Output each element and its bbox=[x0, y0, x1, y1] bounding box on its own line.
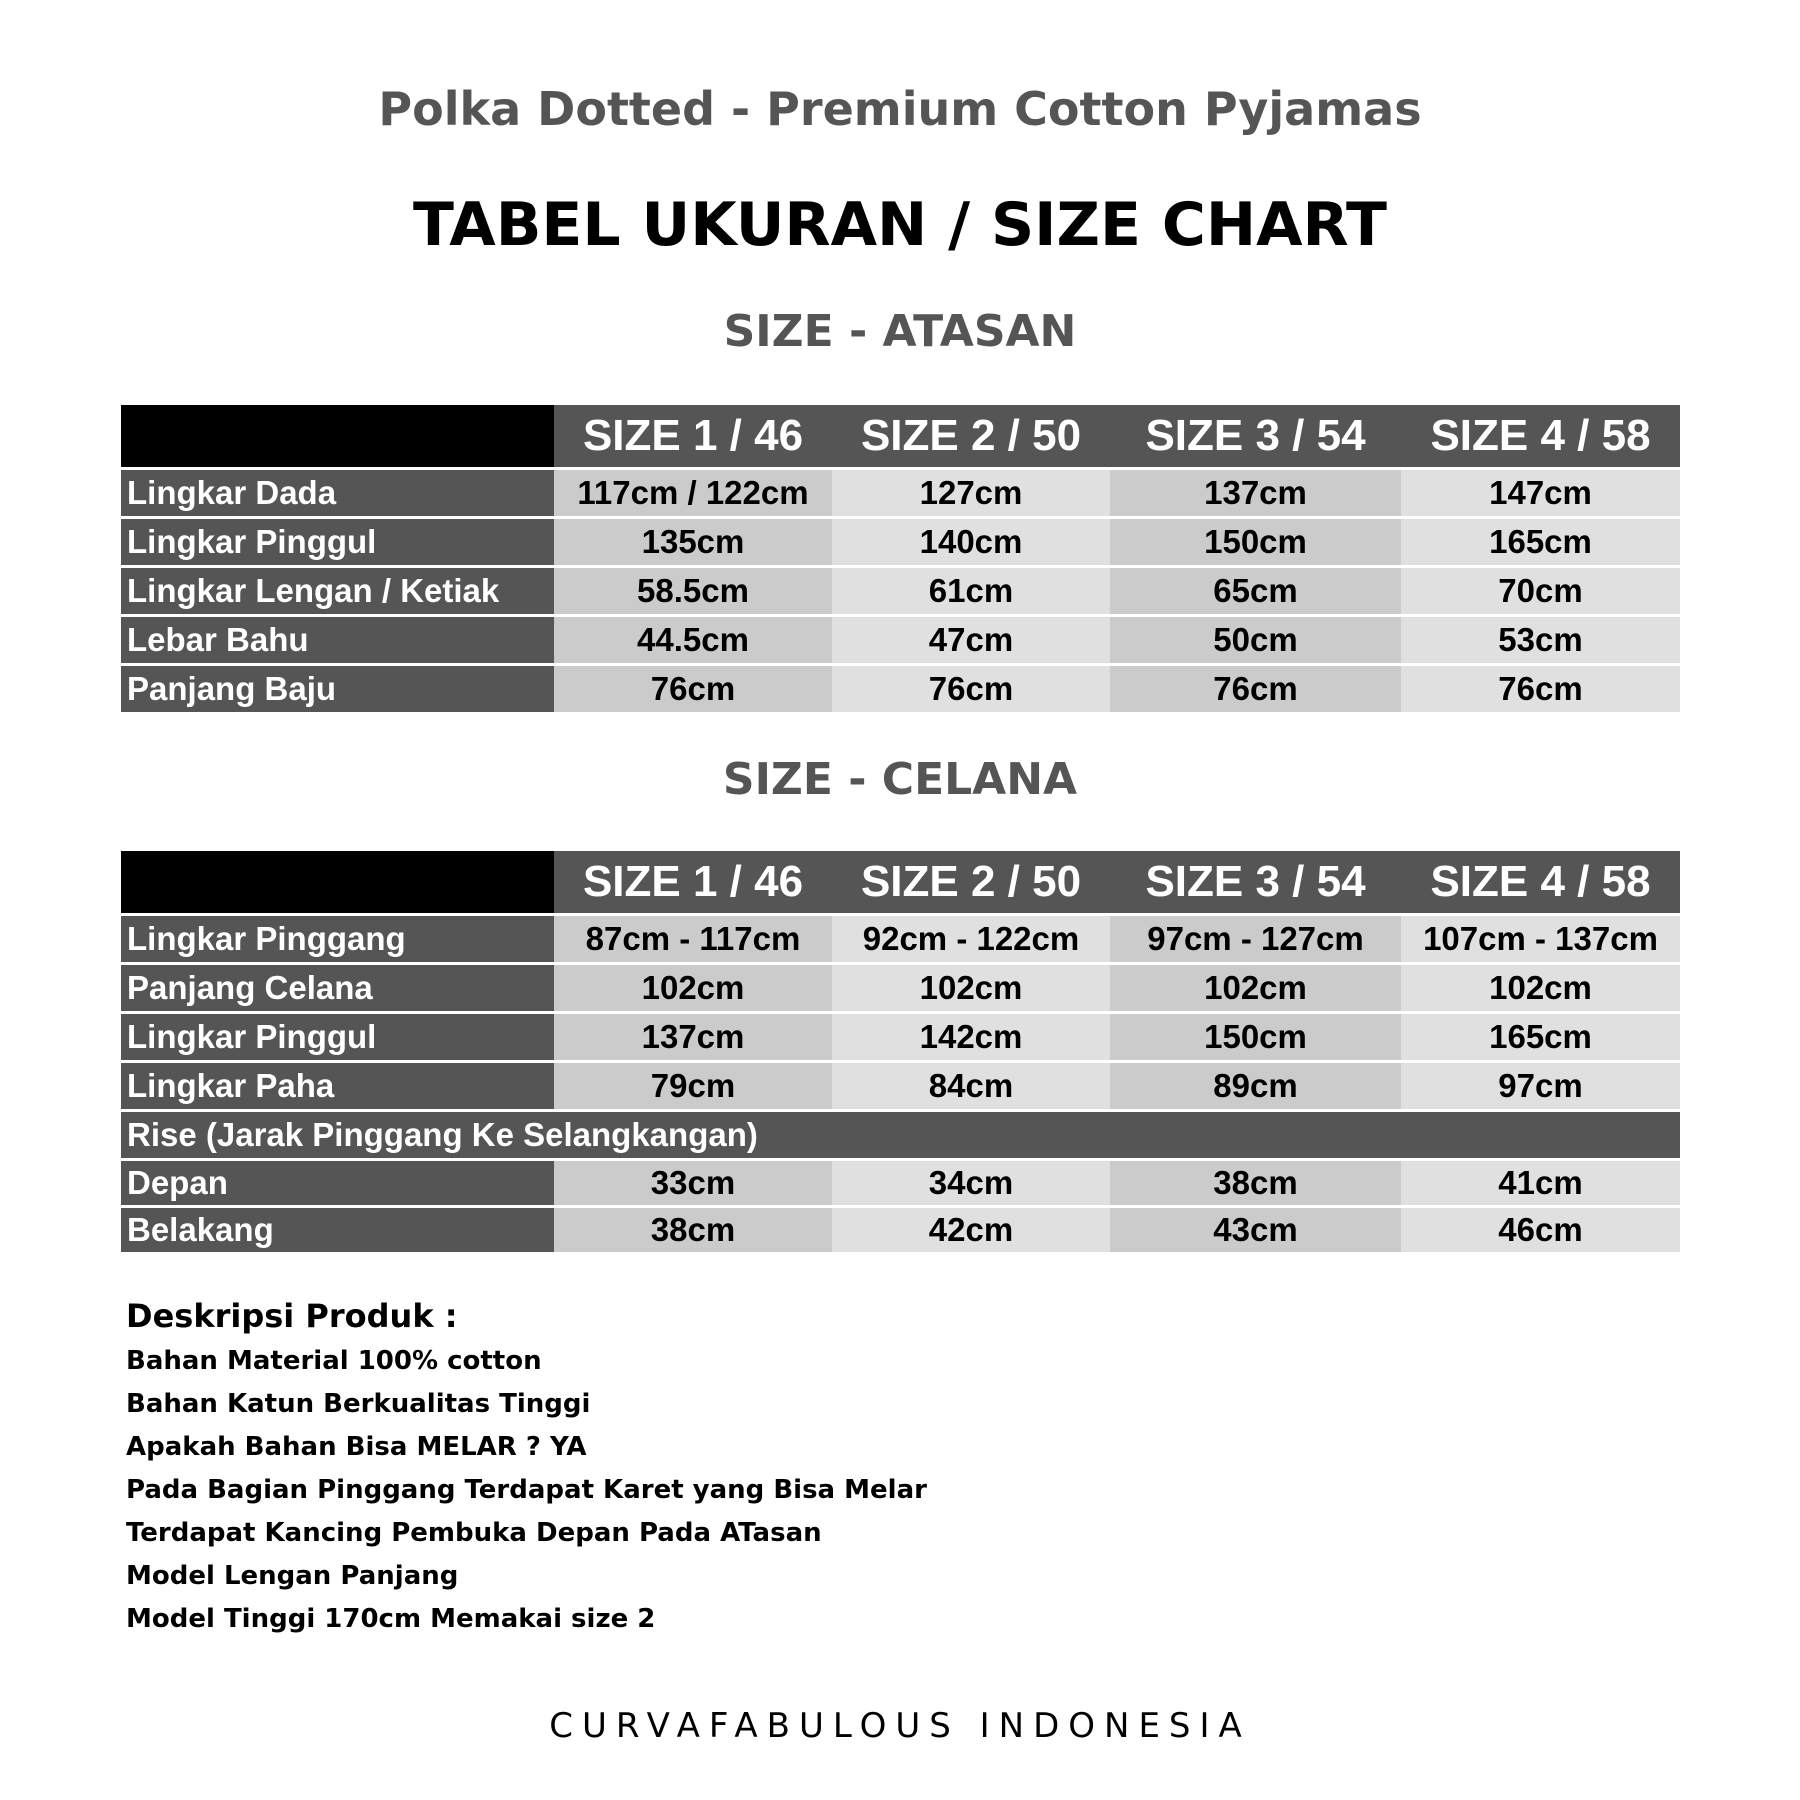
description-heading: Deskripsi Produk : bbox=[126, 1297, 458, 1335]
size-value: 137cm bbox=[1110, 470, 1401, 516]
header-blank bbox=[121, 405, 554, 467]
size-value: 84cm bbox=[832, 1063, 1110, 1109]
size-value: 102cm bbox=[1110, 965, 1401, 1011]
size-value: 102cm bbox=[832, 965, 1110, 1011]
size-value: 92cm - 122cm bbox=[832, 916, 1110, 962]
size-value: 70cm bbox=[1401, 568, 1680, 614]
size-value: 50cm bbox=[1110, 617, 1401, 663]
row-label: Lingkar Pinggul bbox=[121, 1014, 554, 1060]
size-value: 137cm bbox=[554, 1014, 832, 1060]
page-title: TABEL UKURAN / SIZE CHART bbox=[412, 190, 1387, 260]
table-row: Depan 33cm 34cm 38cm 41cm bbox=[121, 1161, 1680, 1205]
row-label: Lebar Bahu bbox=[121, 617, 554, 663]
size-header: SIZE 4 / 58 bbox=[1401, 851, 1680, 913]
size-value: 65cm bbox=[1110, 568, 1401, 614]
table-row: Lingkar Pinggang 87cm - 117cm 92cm - 122cm… bbox=[121, 916, 1680, 962]
header-row: SIZE 1 / 46 SIZE 2 / 50 SIZE 3 / 54 SIZE 4 … bbox=[121, 851, 1680, 913]
size-header: SIZE 3 / 54 bbox=[1110, 405, 1401, 467]
size-value: 76cm bbox=[1110, 666, 1401, 712]
row-label: Lingkar Pinggul bbox=[121, 519, 554, 565]
section-heading-atasan: SIZE - ATASAN bbox=[723, 306, 1077, 357]
header-blank bbox=[121, 851, 554, 913]
size-value: 38cm bbox=[1110, 1161, 1401, 1205]
size-value: 46cm bbox=[1401, 1208, 1680, 1252]
size-value: 97cm bbox=[1401, 1063, 1680, 1109]
size-value: 76cm bbox=[554, 666, 832, 712]
size-value: 58.5cm bbox=[554, 568, 832, 614]
table-row: Lingkar Paha 79cm 84cm 89cm 97cm bbox=[121, 1063, 1680, 1109]
size-header: SIZE 2 / 50 bbox=[832, 851, 1110, 913]
size-table-atasan: SIZE 1 / 46 SIZE 2 / 50 SIZE 3 / 54 SIZE 4 … bbox=[121, 402, 1680, 715]
size-value: 61cm bbox=[832, 568, 1110, 614]
size-value: 33cm bbox=[554, 1161, 832, 1205]
size-value: 76cm bbox=[832, 666, 1110, 712]
product-description: Deskripsi Produk : Bahan Material 100% c… bbox=[126, 1296, 927, 1641]
table-row: Panjang Baju 76cm 76cm 76cm 76cm bbox=[121, 666, 1680, 712]
size-value: 43cm bbox=[1110, 1208, 1401, 1252]
row-label: Lingkar Pinggang bbox=[121, 916, 554, 962]
description-line: Pada Bagian Pinggang Terdapat Karet yang… bbox=[126, 1475, 927, 1505]
row-label: Lingkar Lengan / Ketiak bbox=[121, 568, 554, 614]
size-value: 165cm bbox=[1401, 1014, 1680, 1060]
row-label: Lingkar Dada bbox=[121, 470, 554, 516]
product-subtitle: Polka Dotted - Premium Cotton Pyjamas bbox=[378, 82, 1422, 136]
size-header: SIZE 1 / 46 bbox=[554, 851, 832, 913]
size-value: 150cm bbox=[1110, 1014, 1401, 1060]
size-value: 87cm - 117cm bbox=[554, 916, 832, 962]
size-value: 107cm - 137cm bbox=[1401, 916, 1680, 962]
table-row: Panjang Celana 102cm 102cm 102cm 102cm bbox=[121, 965, 1680, 1011]
size-value: 142cm bbox=[832, 1014, 1110, 1060]
description-line: Terdapat Kancing Pembuka Depan Pada ATas… bbox=[126, 1518, 822, 1548]
row-label: Panjang Baju bbox=[121, 666, 554, 712]
size-value: 79cm bbox=[554, 1063, 832, 1109]
size-value: 41cm bbox=[1401, 1161, 1680, 1205]
description-line: Bahan Material 100% cotton bbox=[126, 1346, 542, 1376]
description-line: Model Tinggi 170cm Memakai size 2 bbox=[126, 1604, 656, 1634]
size-value: 150cm bbox=[1110, 519, 1401, 565]
size-value: 147cm bbox=[1401, 470, 1680, 516]
row-label: Depan bbox=[121, 1161, 554, 1205]
size-value: 89cm bbox=[1110, 1063, 1401, 1109]
brand-footer: CURVAFABULOUS INDONESIA bbox=[549, 1706, 1251, 1746]
size-value: 47cm bbox=[832, 617, 1110, 663]
row-label: Lingkar Paha bbox=[121, 1063, 554, 1109]
size-value: 34cm bbox=[832, 1161, 1110, 1205]
size-value: 44.5cm bbox=[554, 617, 832, 663]
size-value: 102cm bbox=[554, 965, 832, 1011]
size-header: SIZE 2 / 50 bbox=[832, 405, 1110, 467]
table-row: Lingkar Pinggul 137cm 142cm 150cm 165cm bbox=[121, 1014, 1680, 1060]
size-value: 127cm bbox=[832, 470, 1110, 516]
table-row: Belakang 38cm 42cm 43cm 46cm bbox=[121, 1208, 1680, 1252]
size-value: 117cm / 122cm bbox=[554, 470, 832, 516]
header-row: SIZE 1 / 46 SIZE 2 / 50 SIZE 3 / 54 SIZE 4 … bbox=[121, 405, 1680, 467]
size-value: 53cm bbox=[1401, 617, 1680, 663]
section-heading-celana: SIZE - CELANA bbox=[722, 754, 1078, 805]
description-line: Bahan Katun Berkualitas Tinggi bbox=[126, 1389, 591, 1419]
size-value: 165cm bbox=[1401, 519, 1680, 565]
row-label: Panjang Celana bbox=[121, 965, 554, 1011]
size-value: 135cm bbox=[554, 519, 832, 565]
table-row: Lebar Bahu 44.5cm 47cm 50cm 53cm bbox=[121, 617, 1680, 663]
size-header: SIZE 3 / 54 bbox=[1110, 851, 1401, 913]
size-header: SIZE 1 / 46 bbox=[554, 405, 832, 467]
size-value: 140cm bbox=[832, 519, 1110, 565]
rise-label: Rise (Jarak Pinggang Ke Selangkangan) bbox=[121, 1112, 1680, 1158]
rise-row: Rise (Jarak Pinggang Ke Selangkangan) bbox=[121, 1112, 1680, 1158]
table-row: Lingkar Pinggul 135cm 140cm 150cm 165cm bbox=[121, 519, 1680, 565]
size-header: SIZE 4 / 58 bbox=[1401, 405, 1680, 467]
description-line: Model Lengan Panjang bbox=[126, 1561, 459, 1591]
description-line: Apakah Bahan Bisa MELAR ? YA bbox=[126, 1432, 587, 1462]
size-value: 38cm bbox=[554, 1208, 832, 1252]
table-row: Lingkar Dada 117cm / 122cm 127cm 137cm 147cm bbox=[121, 470, 1680, 516]
size-table-celana: SIZE 1 / 46 SIZE 2 / 50 SIZE 3 / 54 SIZE 4 … bbox=[121, 848, 1680, 1255]
row-label: Belakang bbox=[121, 1208, 554, 1252]
size-value: 97cm - 127cm bbox=[1110, 916, 1401, 962]
size-value: 102cm bbox=[1401, 965, 1680, 1011]
size-value: 76cm bbox=[1401, 666, 1680, 712]
size-value: 42cm bbox=[832, 1208, 1110, 1252]
table-row: Lingkar Lengan / Ketiak 58.5cm 61cm 65cm 70c… bbox=[121, 568, 1680, 614]
